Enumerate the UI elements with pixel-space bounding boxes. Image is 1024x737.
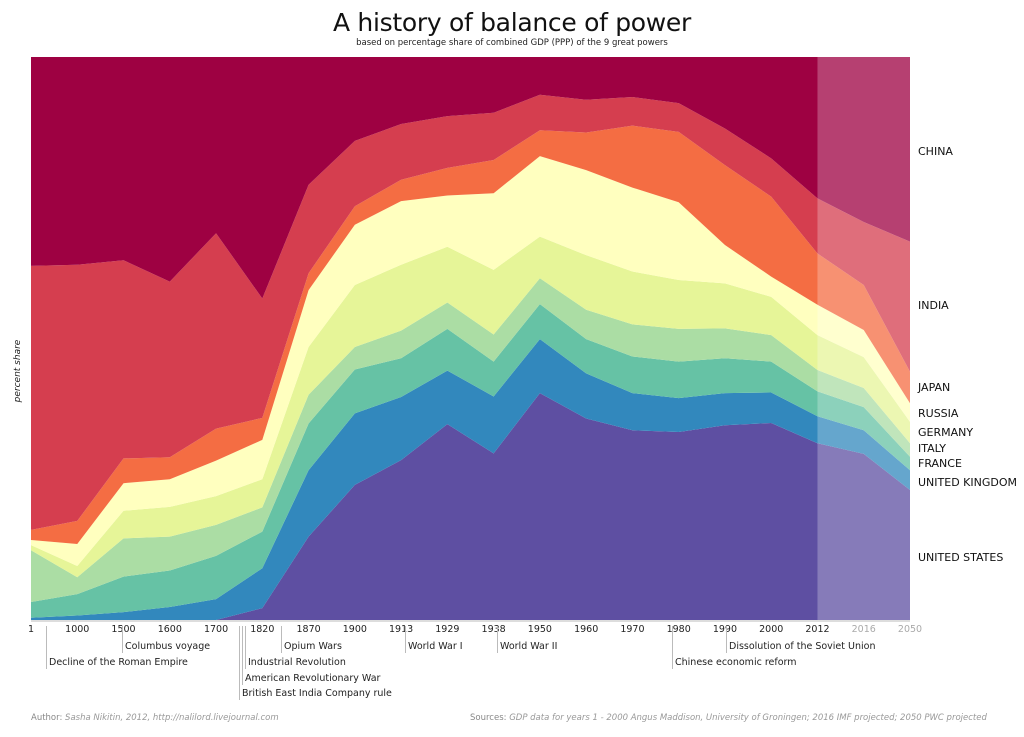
event-label: British East India Company rule <box>242 688 392 699</box>
area-germany <box>31 236 910 578</box>
sources-credit: Sources: GDP data for years 1 - 2000 Ang… <box>470 713 987 723</box>
event-label: American Revolutionary War <box>245 673 381 684</box>
x-tick-label: 1950 <box>527 624 552 635</box>
legend-label: ITALY <box>918 442 947 455</box>
legend-label: GERMANY <box>918 426 974 439</box>
event-marker-line <box>122 626 123 653</box>
x-tick-label: 1980 <box>666 624 691 635</box>
x-tick-label: 2050 <box>897 624 923 635</box>
event-marker-line <box>281 626 282 653</box>
x-tick-label: 1000 <box>65 624 90 635</box>
event-label: World War I <box>408 641 463 652</box>
area-france <box>31 304 910 618</box>
legend-label: UNITED STATES <box>918 551 1004 564</box>
x-tick-label: 1900 <box>342 624 367 635</box>
x-tick-label: 1870 <box>296 624 321 635</box>
area-china <box>31 57 910 299</box>
event-label: Chinese economic reform <box>675 657 797 668</box>
x-tick-label: 1913 <box>389 624 414 635</box>
legend-label: INDIA <box>918 299 949 312</box>
event-marker-line <box>726 626 727 653</box>
author-credit: Author: Sasha Nikitin, 2012, http://nali… <box>31 713 279 723</box>
x-tick-label: 1500 <box>111 624 136 635</box>
x-tick-label: 1 <box>27 624 35 635</box>
author-label: Author: <box>31 713 63 723</box>
x-tick-label: 1700 <box>203 624 229 635</box>
event-marker-line <box>245 626 246 669</box>
area-india <box>31 94 910 530</box>
area-italy <box>31 278 910 602</box>
x-tick-label: 2016 <box>851 624 876 635</box>
event-label: Dissolution of the Soviet Union <box>729 641 876 652</box>
event-marker-line <box>242 626 243 685</box>
x-tick-label: 1970 <box>620 624 645 635</box>
event-label: World War II <box>500 641 558 652</box>
x-tick-label: 2000 <box>759 624 784 635</box>
x-tick-label: 1960 <box>574 624 599 635</box>
x-tick-label: 1600 <box>157 624 182 635</box>
sources-text: GDP data for years 1 - 2000 Angus Maddis… <box>509 713 987 723</box>
chart-subtitle: based on percentage share of combined GD… <box>356 38 668 48</box>
area-japan <box>31 125 910 544</box>
event-label: Columbus voyage <box>125 641 211 652</box>
event-marker-line <box>672 626 673 669</box>
legend-label: CHINA <box>918 145 953 158</box>
legend-label: JAPAN <box>918 381 951 394</box>
legend-label: FRANCE <box>918 457 962 470</box>
x-tick-label: 2012 <box>805 624 830 635</box>
event-label: Decline of the Roman Empire <box>49 657 188 668</box>
event-label: Industrial Revolution <box>248 657 346 668</box>
sources-label: Sources: <box>470 713 507 723</box>
x-tick-label: 1820 <box>250 624 275 635</box>
area-united-states <box>31 393 910 620</box>
x-tick-label: 1938 <box>481 624 506 635</box>
x-tick-label: 1990 <box>712 624 738 635</box>
author-text: Sasha Nikitin, 2012, http://nalilord.liv… <box>65 713 279 723</box>
legend-label: UNITED KINGDOM <box>918 476 1017 489</box>
x-tick-label: 1929 <box>435 624 460 635</box>
event-marker-line <box>239 626 240 700</box>
area-russia <box>31 156 910 566</box>
chart-title: A history of balance of power <box>332 8 691 37</box>
event-label: Opium Wars <box>284 641 342 652</box>
event-marker-line <box>497 626 498 653</box>
area-united-kingdom <box>31 339 910 620</box>
event-marker-line <box>46 626 47 669</box>
legend-label: RUSSIA <box>918 407 959 420</box>
event-marker-line <box>405 626 406 653</box>
projection-overlay <box>817 57 910 620</box>
